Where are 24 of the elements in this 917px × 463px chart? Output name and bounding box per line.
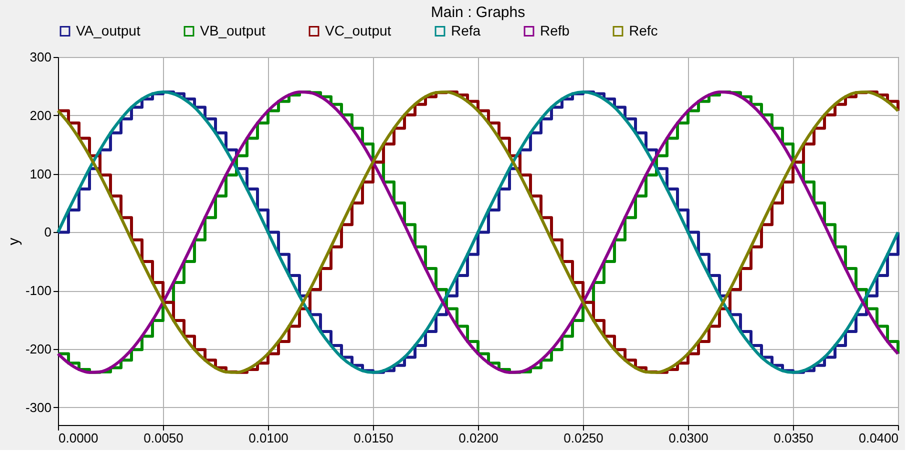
x-tick-label: 0.0300 bbox=[668, 430, 708, 446]
chart-title: Main : Graphs bbox=[430, 4, 526, 21]
legend-label: Refb bbox=[540, 22, 570, 38]
x-tick-label: 0.0400 bbox=[858, 430, 898, 446]
x-tick-label: 0.0200 bbox=[458, 430, 498, 446]
y-tick-label: -200 bbox=[25, 342, 52, 357]
x-tick-label: 0.0000 bbox=[58, 430, 98, 446]
x-tick-label: 0.0250 bbox=[564, 430, 604, 446]
y-tick-label: -100 bbox=[25, 283, 52, 298]
legend-label: VB_output bbox=[200, 22, 266, 38]
legend-label: Refa bbox=[451, 22, 481, 38]
x-tick-label: 0.0150 bbox=[354, 430, 394, 446]
y-tick-label: 300 bbox=[30, 50, 52, 64]
legend-label: VA_output bbox=[76, 22, 140, 38]
y-tick-label: -300 bbox=[25, 400, 52, 415]
x-tick-label: 0.0100 bbox=[248, 430, 288, 446]
y-tick-label: 0 bbox=[44, 224, 52, 240]
y-axis-title: y bbox=[5, 237, 22, 246]
legend-label: Refc bbox=[629, 22, 658, 38]
x-tick-label: 0.0050 bbox=[144, 430, 184, 446]
x-tick-label: 0.0350 bbox=[774, 430, 814, 446]
y-tick-label: 100 bbox=[30, 166, 52, 182]
y-tick-label: 200 bbox=[30, 108, 52, 123]
legend-label: VC_output bbox=[325, 22, 392, 38]
